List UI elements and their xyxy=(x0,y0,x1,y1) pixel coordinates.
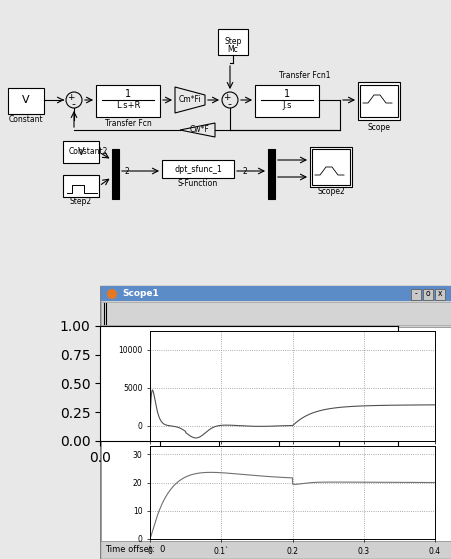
Text: Step: Step xyxy=(224,37,241,46)
Text: V: V xyxy=(78,147,84,157)
Text: Transfer Fcn: Transfer Fcn xyxy=(104,119,151,127)
Text: -: - xyxy=(71,99,75,109)
Text: Constant2: Constant2 xyxy=(68,148,107,157)
Text: Time offset:  0: Time offset: 0 xyxy=(105,546,165,555)
FancyBboxPatch shape xyxy=(63,175,99,197)
FancyBboxPatch shape xyxy=(311,149,349,185)
Text: Scope: Scope xyxy=(367,122,390,131)
FancyBboxPatch shape xyxy=(357,82,399,120)
FancyBboxPatch shape xyxy=(309,147,351,187)
FancyBboxPatch shape xyxy=(422,289,432,300)
Text: J.s: J.s xyxy=(281,102,291,111)
Text: Mc: Mc xyxy=(227,45,238,54)
FancyBboxPatch shape xyxy=(434,289,444,300)
Text: -: - xyxy=(414,290,416,299)
Text: L.s+R: L.s+R xyxy=(115,102,140,111)
Text: V: V xyxy=(22,95,30,105)
FancyBboxPatch shape xyxy=(101,327,451,541)
FancyBboxPatch shape xyxy=(161,160,234,178)
Circle shape xyxy=(107,289,117,299)
Text: +: + xyxy=(67,92,74,102)
FancyBboxPatch shape xyxy=(254,85,318,117)
FancyBboxPatch shape xyxy=(8,88,44,114)
Text: Step2: Step2 xyxy=(70,197,92,206)
FancyBboxPatch shape xyxy=(112,149,119,199)
Text: 1: 1 xyxy=(124,89,131,99)
Text: Cm*Fi: Cm*Fi xyxy=(178,96,201,105)
Text: -: - xyxy=(226,99,230,109)
Text: o: o xyxy=(425,290,429,299)
FancyBboxPatch shape xyxy=(359,85,397,117)
Text: x: x xyxy=(437,290,441,299)
FancyBboxPatch shape xyxy=(96,85,160,117)
FancyBboxPatch shape xyxy=(100,286,451,559)
Text: dpt_sfunc_1: dpt_sfunc_1 xyxy=(174,164,221,173)
FancyBboxPatch shape xyxy=(101,302,451,325)
Text: Constant: Constant xyxy=(9,116,43,125)
Text: S-Function: S-Function xyxy=(178,178,218,187)
Text: Scope2: Scope2 xyxy=(317,187,344,197)
Text: Scope1: Scope1 xyxy=(122,290,158,299)
FancyBboxPatch shape xyxy=(217,29,248,55)
Text: 2: 2 xyxy=(124,167,129,176)
Text: 2: 2 xyxy=(242,167,247,176)
Text: Transfer Fcn1: Transfer Fcn1 xyxy=(279,70,330,79)
FancyBboxPatch shape xyxy=(410,289,420,300)
FancyBboxPatch shape xyxy=(267,149,274,199)
Text: 1: 1 xyxy=(283,89,290,99)
FancyBboxPatch shape xyxy=(101,286,451,301)
Text: Cw*F: Cw*F xyxy=(190,126,209,135)
Text: +: + xyxy=(223,92,230,102)
FancyBboxPatch shape xyxy=(63,141,99,163)
